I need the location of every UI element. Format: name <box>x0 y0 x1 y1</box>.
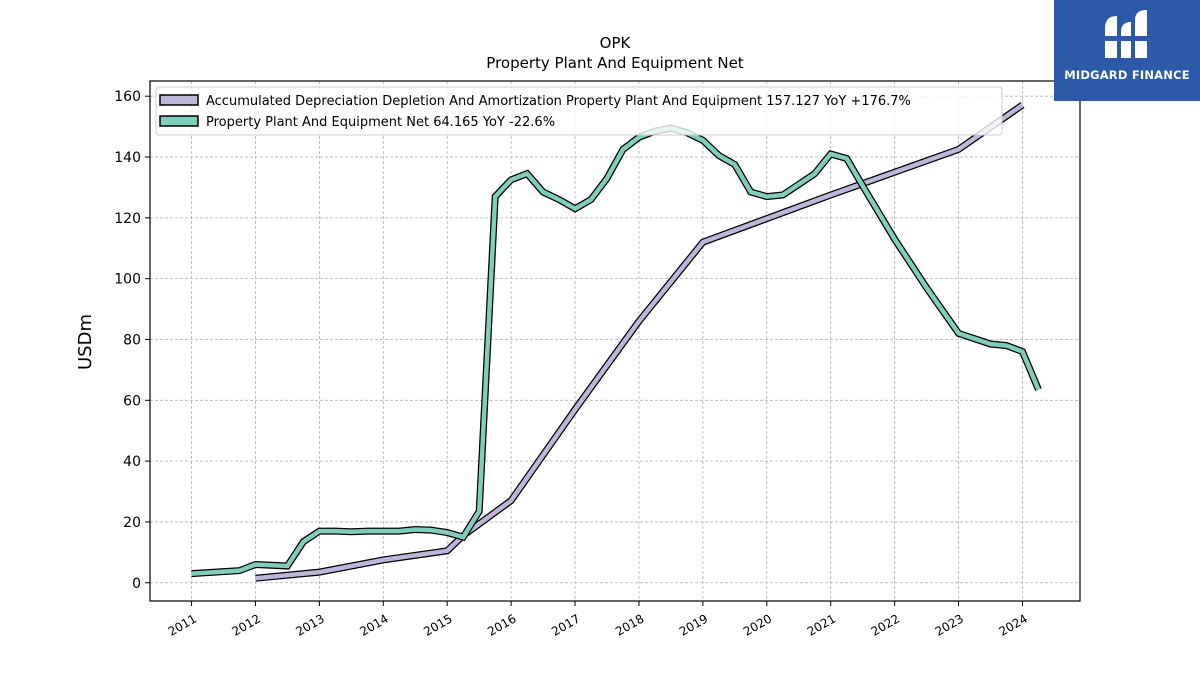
x-tick-label: 2020 <box>741 611 774 638</box>
legend-label: Accumulated Depreciation Depletion And A… <box>206 94 911 109</box>
series-line <box>255 103 1024 581</box>
x-tick-label: 2012 <box>230 611 263 638</box>
series-line <box>191 125 1041 576</box>
x-tick-label: 2019 <box>677 611 710 638</box>
x-tick-label: 2017 <box>549 611 582 638</box>
legend-label: Property Plant And Equipment Net 64.165 … <box>206 115 555 130</box>
x-tick-label: 2013 <box>293 611 326 638</box>
series-1 <box>255 102 1025 582</box>
x-tick-label: 2021 <box>805 611 838 638</box>
axes: 0 20 40 60 80 100 120 140 160 2011 2012 2013 2014 201… <box>114 80 1081 639</box>
plot-frame <box>149 80 1081 602</box>
y-tick-label: 80 <box>123 332 141 348</box>
y-tick-label: 40 <box>123 454 141 470</box>
logo-mark-icon <box>1101 10 1153 58</box>
x-tick-label: 2024 <box>997 611 1030 638</box>
logo-text: MIDGARD FINANCE <box>1064 68 1190 82</box>
y-tick-label: 20 <box>123 515 141 531</box>
x-tick-label: 2023 <box>933 611 966 638</box>
x-tick-label: 2015 <box>421 611 454 638</box>
series-lines <box>191 102 1042 582</box>
x-tick-label: 2014 <box>357 611 390 638</box>
grid-lines <box>150 81 1080 601</box>
y-tick-label: 140 <box>114 150 141 166</box>
y-tick-label: 0 <box>132 576 141 592</box>
y-tick-label: 100 <box>114 272 141 288</box>
x-tick-label: 2018 <box>613 611 646 638</box>
chart-subtitle: Property Plant And Equipment Net <box>486 54 743 72</box>
x-tick-label: 2011 <box>166 611 199 638</box>
x-tick-label: 2022 <box>869 611 902 638</box>
y-axis-label: USDm <box>75 314 96 370</box>
y-tick-label: 120 <box>114 211 141 227</box>
legend: Accumulated Depreciation Depletion And A… <box>155 86 1003 136</box>
legend-box <box>155 86 1003 136</box>
x-tick-label: 2016 <box>485 611 518 638</box>
legend-swatch <box>159 115 199 127</box>
series-2 <box>191 124 1042 578</box>
y-tick-label: 60 <box>123 393 141 409</box>
brand-logo: MIDGARD FINANCE <box>1054 0 1200 101</box>
chart-title: OPK <box>600 34 632 52</box>
legend-swatch <box>159 94 199 106</box>
y-tick-label: 160 <box>114 89 141 105</box>
